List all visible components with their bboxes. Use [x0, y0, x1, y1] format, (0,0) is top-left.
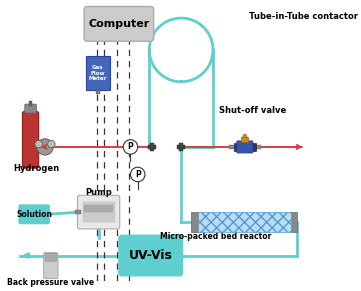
Circle shape — [35, 140, 43, 148]
Text: Back pressure valve: Back pressure valve — [7, 278, 94, 287]
FancyBboxPatch shape — [198, 212, 291, 233]
Text: Shut-off valve: Shut-off valve — [219, 106, 286, 115]
FancyBboxPatch shape — [19, 205, 49, 224]
FancyBboxPatch shape — [179, 143, 183, 151]
FancyBboxPatch shape — [25, 104, 36, 113]
FancyBboxPatch shape — [84, 6, 154, 41]
FancyBboxPatch shape — [291, 212, 297, 233]
FancyBboxPatch shape — [237, 141, 253, 153]
Circle shape — [130, 167, 145, 182]
FancyBboxPatch shape — [119, 235, 183, 276]
Text: Computer: Computer — [88, 19, 149, 29]
FancyBboxPatch shape — [256, 145, 261, 149]
FancyBboxPatch shape — [22, 111, 39, 168]
Text: Pump: Pump — [85, 188, 112, 197]
Text: Gas
Flow
Meter: Gas Flow Meter — [89, 65, 107, 81]
FancyBboxPatch shape — [29, 101, 32, 106]
FancyBboxPatch shape — [242, 137, 248, 143]
Text: Tube-in-Tube contactor: Tube-in-Tube contactor — [249, 12, 358, 21]
FancyBboxPatch shape — [45, 253, 57, 261]
Circle shape — [123, 140, 138, 154]
FancyBboxPatch shape — [234, 143, 256, 151]
Text: P: P — [135, 170, 140, 179]
Circle shape — [48, 140, 55, 148]
Circle shape — [243, 134, 247, 138]
Text: Micro-packed bed reactor: Micro-packed bed reactor — [160, 232, 271, 241]
Circle shape — [37, 139, 53, 155]
FancyBboxPatch shape — [44, 253, 58, 279]
FancyBboxPatch shape — [191, 212, 198, 233]
FancyBboxPatch shape — [86, 56, 110, 91]
Text: Solution: Solution — [16, 210, 52, 219]
FancyBboxPatch shape — [151, 143, 154, 151]
Text: Hydrogen: Hydrogen — [13, 164, 60, 173]
FancyBboxPatch shape — [84, 205, 113, 212]
Text: P: P — [127, 143, 133, 151]
FancyBboxPatch shape — [177, 145, 185, 149]
Text: UV-Vis: UV-Vis — [129, 249, 173, 262]
FancyBboxPatch shape — [78, 195, 120, 229]
FancyBboxPatch shape — [75, 210, 81, 214]
FancyBboxPatch shape — [83, 202, 114, 222]
FancyBboxPatch shape — [148, 145, 156, 149]
FancyBboxPatch shape — [229, 145, 234, 149]
FancyBboxPatch shape — [96, 91, 100, 94]
